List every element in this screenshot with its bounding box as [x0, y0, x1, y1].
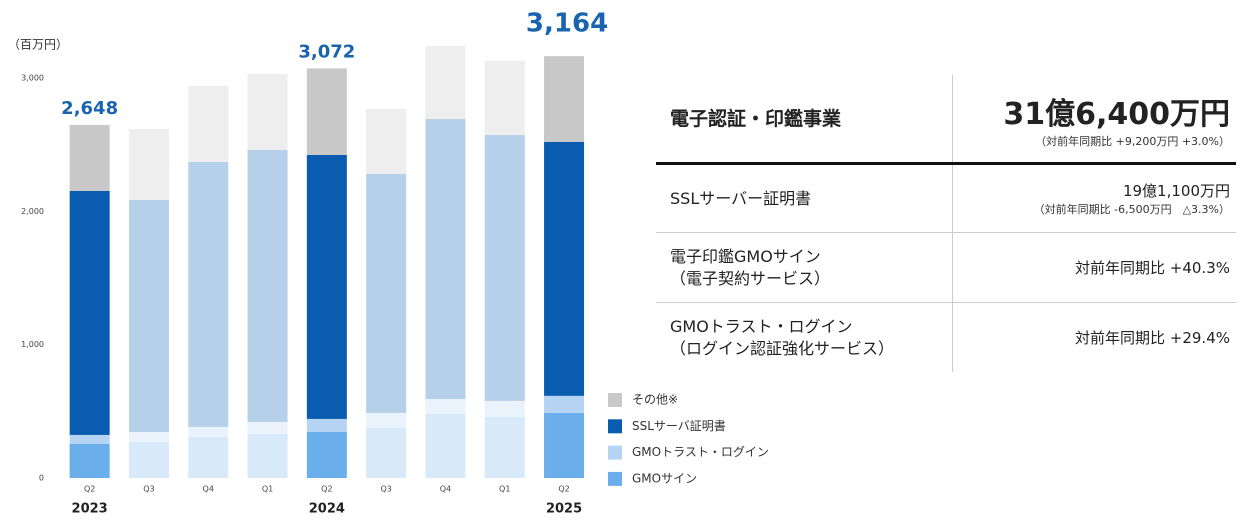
x-tick-label: Q3 [380, 485, 391, 494]
bar-segment [425, 45, 466, 119]
y-tick-label: 1,000 [21, 340, 44, 349]
bar-segment [306, 432, 347, 478]
y-tick-label: 3,000 [21, 74, 44, 83]
x-tick-label: Q4 [203, 485, 214, 494]
bar-segment [484, 416, 525, 478]
legend-swatch [608, 393, 622, 407]
x-tick-label: Q3 [143, 485, 154, 494]
row-note: （対前年同期比 -6,500万円 △3.3%） [1033, 203, 1230, 216]
row-value: 19億1,100万円 [1122, 182, 1230, 200]
bar-segment [366, 108, 407, 174]
bar-segment [188, 161, 229, 427]
bar-segment [544, 56, 585, 142]
year-label: 2025 [546, 502, 582, 517]
bar-segment [544, 395, 585, 413]
bar-segment [484, 134, 525, 401]
y-tick-label: 0 [39, 474, 44, 483]
row-label: SSLサーバー証明書 [656, 165, 953, 232]
bar-segment [247, 150, 288, 422]
total-label: 2,648 [61, 98, 118, 119]
row-label-line: SSLサーバー証明書 [670, 188, 812, 208]
bar-segment [484, 400, 525, 417]
bar-segment [306, 154, 347, 419]
bar-segment [544, 141, 585, 396]
legend-label: その他※ [632, 393, 678, 407]
legend-swatch [608, 471, 622, 486]
row-label-line: 電子印鑑GMOサイン [670, 246, 821, 266]
bar-segment [188, 436, 229, 478]
unit-label: （百万円） [8, 38, 68, 52]
bar-segment [366, 428, 407, 478]
legend-label: GMOトラスト・ログイン [632, 445, 769, 459]
header-value-cell: 31億6,400万円 （対前年同期比 +9,200万円 +3.0%） [953, 75, 1236, 162]
bar-segment [69, 444, 110, 478]
bar-segment [306, 418, 347, 432]
table-row: SSLサーバー証明書 19億1,100万円 （対前年同期比 -6,500万円 △… [656, 165, 1236, 233]
row-label: GMOトラスト・ログイン （ログイン認証強化サービス） [656, 303, 953, 372]
bar-segment [69, 434, 110, 444]
bar-segment [366, 412, 407, 428]
bar-segment [425, 118, 466, 399]
year-label: 2023 [72, 502, 108, 517]
table-row: 電子印鑑GMOサイン （電子契約サービス） 対前年同期比 +40.3% [656, 233, 1236, 303]
header-title: 電子認証・印鑑事業 [656, 75, 953, 162]
bar-segment [69, 190, 110, 435]
bar-segment [247, 74, 288, 150]
bar-segment [247, 434, 288, 478]
bar-segment [128, 432, 169, 442]
bar-segment [128, 128, 169, 200]
bar-segment [188, 426, 229, 437]
x-tick-label: Q1 [262, 485, 273, 494]
x-tick-label: Q2 [321, 485, 332, 494]
legend-label: GMOサイン [632, 471, 697, 485]
x-tick-label: Q4 [440, 485, 451, 494]
x-tick-label: Q2 [558, 485, 569, 494]
row-value: 対前年同期比 +40.3% [1075, 259, 1230, 277]
x-tick-label: Q1 [499, 485, 510, 494]
table-header: 電子認証・印鑑事業 31億6,400万円 （対前年同期比 +9,200万円 +3… [656, 75, 1236, 165]
bar-segment [425, 398, 466, 414]
row-label-line: （ログイン認証強化サービス） [670, 338, 895, 358]
y-tick-label: 2,000 [21, 207, 44, 216]
header-note: （対前年同期比 +9,200万円 +3.0%） [1035, 134, 1230, 148]
bar-segment [544, 412, 585, 478]
bar-segment [425, 414, 466, 478]
row-value-cell: 対前年同期比 +40.3% [953, 233, 1236, 302]
row-label-line: （電子契約サービス） [670, 268, 831, 288]
row-label-line: GMOトラスト・ログイン [670, 316, 853, 336]
legend-swatch [608, 419, 622, 434]
legend-swatch [608, 445, 622, 460]
bar-segment [306, 68, 347, 155]
header-value: 31億6,400万円 [1003, 96, 1230, 132]
row-label: 電子印鑑GMOサイン （電子契約サービス） [656, 233, 953, 302]
bar-segment [188, 85, 229, 162]
bar-segment [366, 173, 407, 413]
x-tick-label: Q2 [84, 485, 95, 494]
bar-segment [484, 60, 525, 135]
summary-table: 電子認証・印鑑事業 31億6,400万円 （対前年同期比 +9,200万円 +3… [656, 75, 1236, 372]
bar-segment [128, 200, 169, 432]
row-value-cell: 対前年同期比 +29.4% [953, 303, 1236, 372]
total-label: 3,072 [298, 41, 355, 62]
table-row: GMOトラスト・ログイン （ログイン認証強化サービス） 対前年同期比 +29.4% [656, 303, 1236, 372]
bar-segment [69, 124, 110, 191]
bar-segment [128, 442, 169, 478]
bar-segment [247, 422, 288, 434]
legend-label: SSLサーバ証明書 [632, 419, 726, 433]
year-label: 2024 [309, 502, 345, 517]
row-value: 対前年同期比 +29.4% [1075, 329, 1230, 347]
total-label: 3,164 [526, 9, 608, 39]
row-value-cell: 19億1,100万円 （対前年同期比 -6,500万円 △3.3%） [953, 165, 1236, 232]
